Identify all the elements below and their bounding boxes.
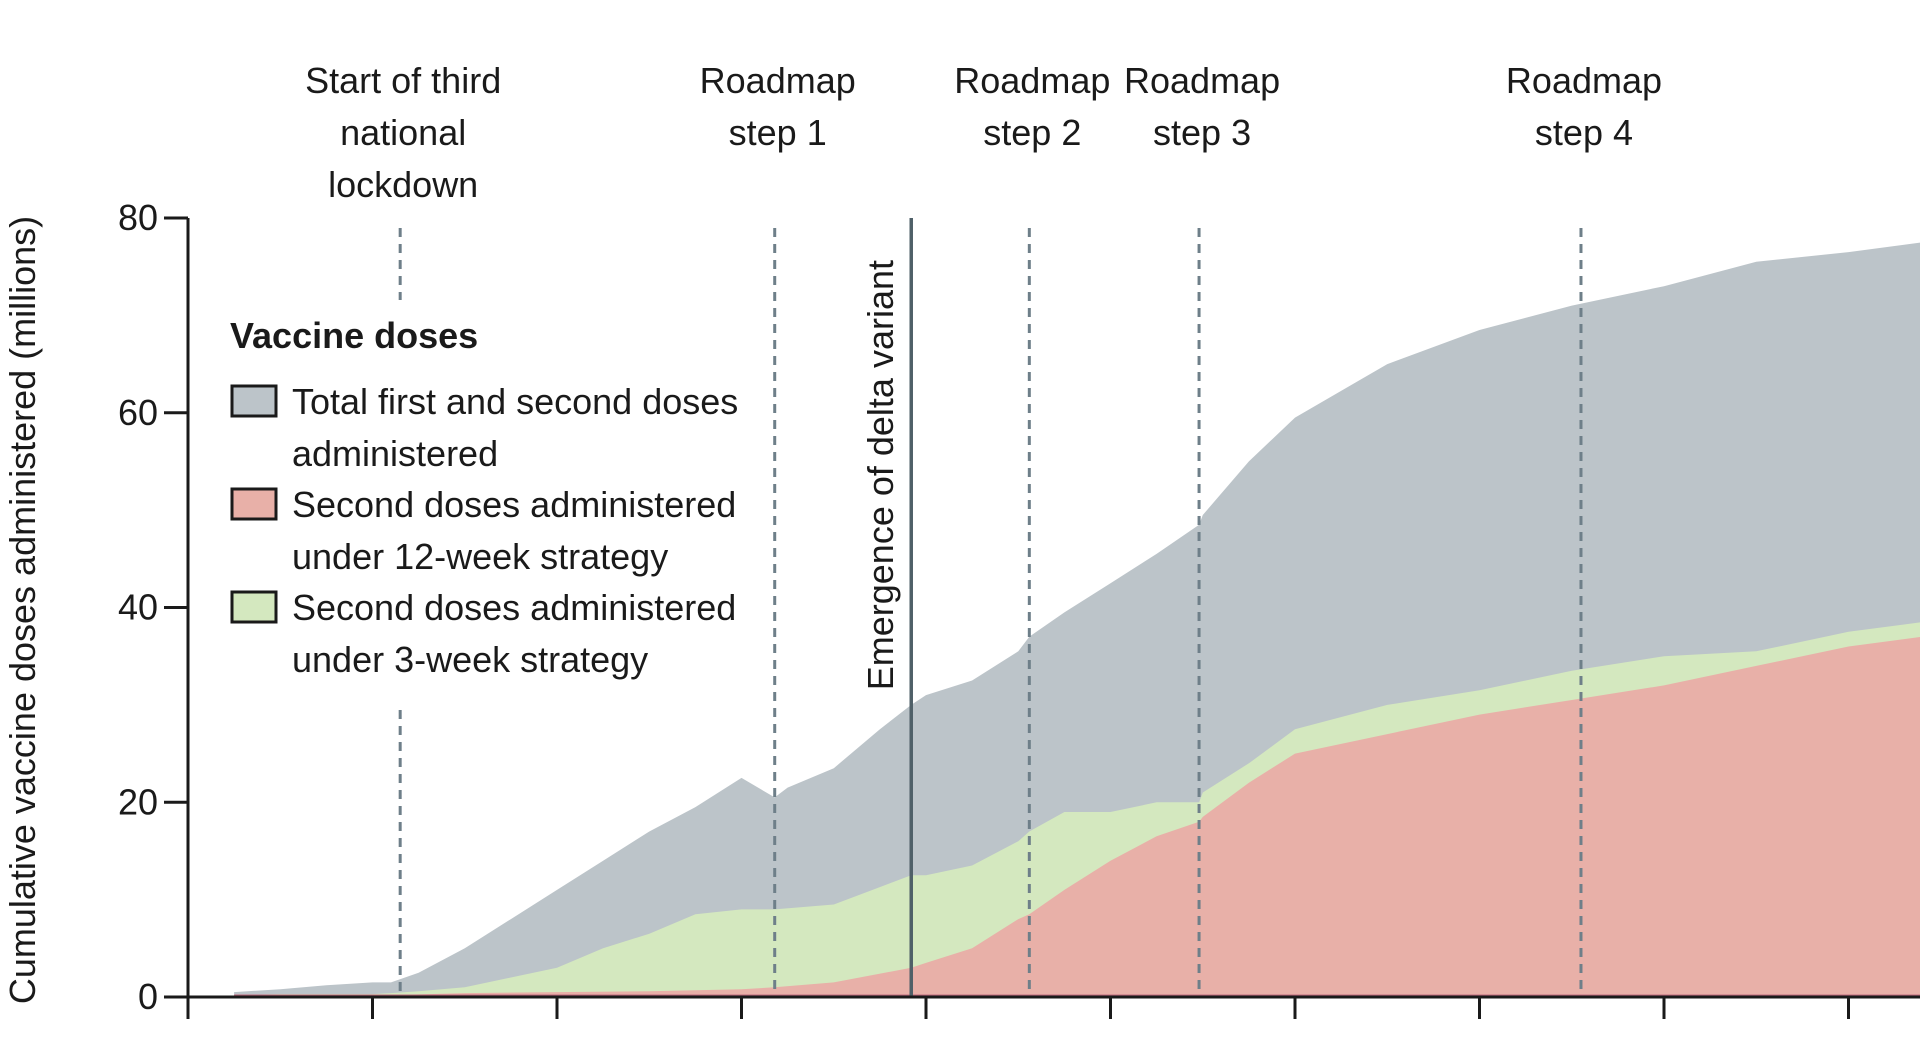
legend-title: Vaccine doses <box>230 315 478 356</box>
y-tick-label: 60 <box>118 392 158 433</box>
legend-entry-label: Total first and second doses administered <box>292 381 738 474</box>
event-label: Roadmap step 3 <box>1124 60 1280 153</box>
legend: Vaccine doses Total first and second dose… <box>230 315 738 680</box>
event-label: Start of third national lockdown <box>305 60 501 205</box>
delta-variant-label: Emergence of delta variant <box>860 260 901 690</box>
axes-group: 0 20 40 60 80 <box>118 197 1920 1019</box>
legend-swatch <box>230 384 278 418</box>
y-tick-label: 80 <box>118 197 158 238</box>
event-label: Roadmap step 2 <box>954 60 1110 153</box>
legend-entry-label: Second doses administered under 3-week st… <box>292 587 736 680</box>
y-axis-label: Cumulative vaccine doses administered (m… <box>2 216 43 1004</box>
y-tick-label: 20 <box>118 781 158 822</box>
event-label: Roadmap step 1 <box>700 60 856 153</box>
y-tick-label: 40 <box>118 587 158 628</box>
event-lines-group: Start of third national lockdown Roadmap ste… <box>305 60 1662 997</box>
event-label: Roadmap step 4 <box>1506 60 1662 153</box>
legend-entry-label: Second doses administered under 12-week s… <box>292 484 736 577</box>
area-twelve_week <box>234 637 1920 997</box>
y-tick-label: 0 <box>138 976 158 1017</box>
legend-swatch <box>230 487 278 521</box>
legend-swatch <box>230 590 278 624</box>
